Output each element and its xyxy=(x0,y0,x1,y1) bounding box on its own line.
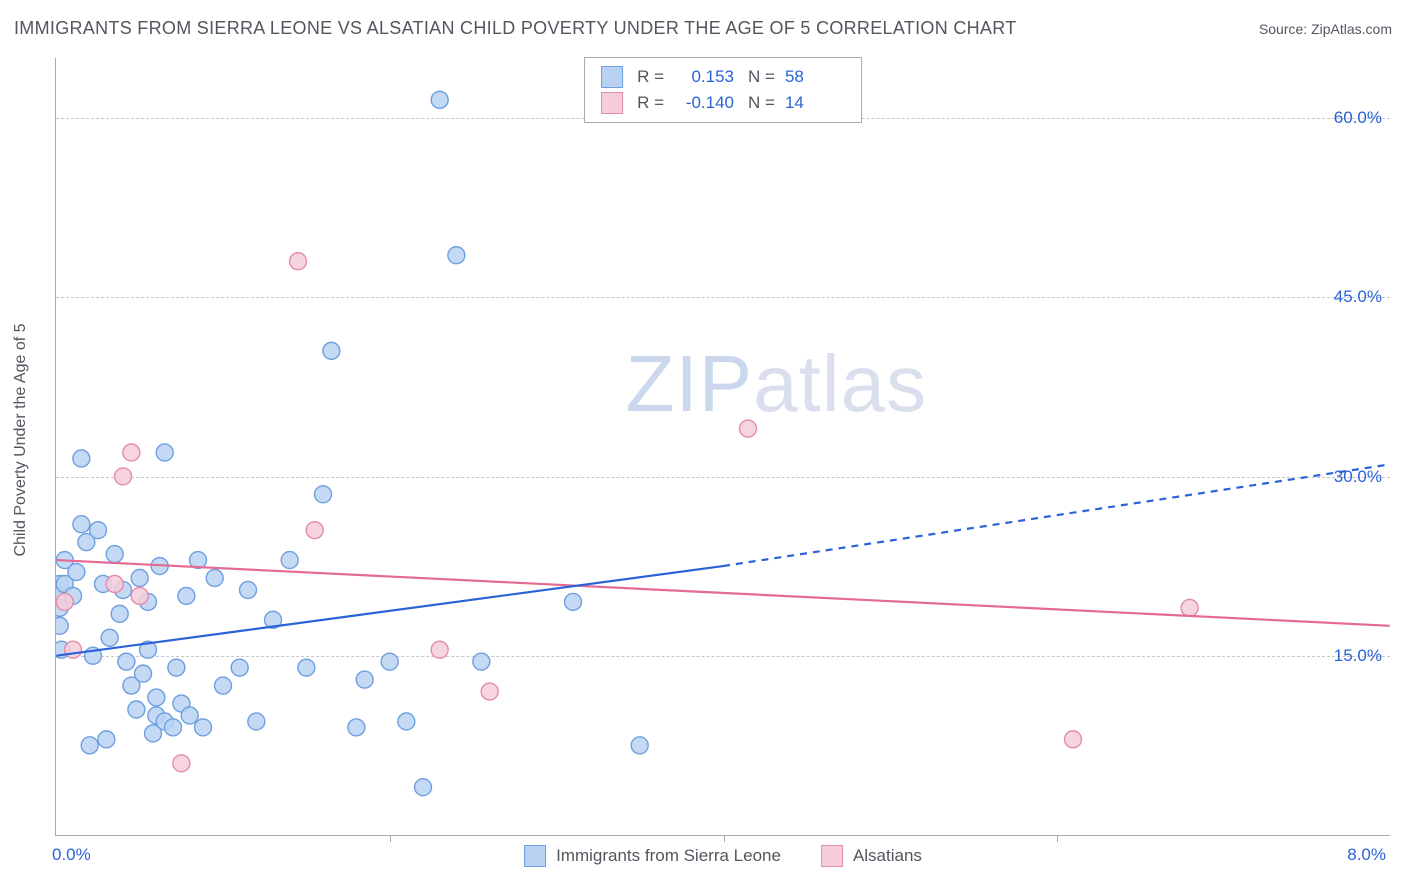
swatch-series-b-icon xyxy=(821,845,843,867)
legend-item-series-a: Immigrants from Sierra Leone xyxy=(524,845,781,867)
scatter-plot-area: ZIPatlas R = 0.153 N = 58 R = -0.140 N =… xyxy=(55,58,1390,836)
swatch-series-b-icon xyxy=(601,92,623,114)
n-value-b: 14 xyxy=(785,93,845,113)
legend-item-series-b: Alsatians xyxy=(821,845,922,867)
x-max-label: 8.0% xyxy=(1347,845,1386,865)
legend-row-series-b: R = -0.140 N = 14 xyxy=(601,90,845,116)
series-a-name: Immigrants from Sierra Leone xyxy=(556,846,781,866)
swatch-series-a-icon xyxy=(601,66,623,88)
r-value-a: 0.153 xyxy=(674,67,734,87)
chart-title: IMMIGRANTS FROM SIERRA LEONE VS ALSATIAN… xyxy=(14,18,1017,39)
n-label: N = xyxy=(748,67,775,87)
x-tick-mark xyxy=(390,835,391,842)
source-value: ZipAtlas.com xyxy=(1311,21,1392,37)
x-tick-mark xyxy=(1057,835,1058,842)
r-label: R = xyxy=(637,93,664,113)
x-min-label: 0.0% xyxy=(52,845,91,865)
plot-svg xyxy=(56,58,1390,835)
correlation-legend: R = 0.153 N = 58 R = -0.140 N = 14 xyxy=(584,57,862,123)
r-value-b: -0.140 xyxy=(674,93,734,113)
r-label: R = xyxy=(637,67,664,87)
n-value-a: 58 xyxy=(785,67,845,87)
swatch-series-a-icon xyxy=(524,845,546,867)
series-legend: Immigrants from Sierra Leone Alsatians xyxy=(524,845,922,867)
legend-row-series-a: R = 0.153 N = 58 xyxy=(601,64,845,90)
y-axis-label: Child Poverty Under the Age of 5 xyxy=(12,323,30,556)
series-b-name: Alsatians xyxy=(853,846,922,866)
x-tick-mark xyxy=(724,835,725,842)
n-label: N = xyxy=(748,93,775,113)
source-label: Source: xyxy=(1259,21,1311,37)
source-attribution: Source: ZipAtlas.com xyxy=(1259,21,1392,37)
